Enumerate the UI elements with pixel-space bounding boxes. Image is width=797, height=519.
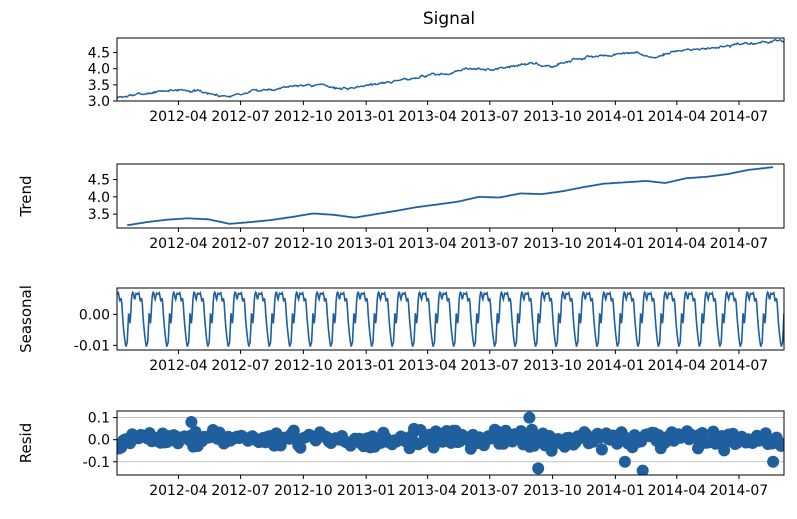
resid-point bbox=[767, 455, 780, 468]
resid-point bbox=[595, 443, 608, 456]
x-tick-label: 2012-07 bbox=[211, 236, 270, 252]
resid-point bbox=[696, 427, 709, 439]
axes-frame bbox=[116, 287, 785, 351]
y-axis-label: Seasonal bbox=[17, 285, 35, 353]
x-tick-label: 2014-07 bbox=[710, 109, 769, 125]
resid-point bbox=[618, 455, 631, 468]
x-tick-label: 2014-01 bbox=[586, 483, 645, 499]
seasonal-series-line bbox=[117, 290, 784, 347]
x-tick-label: 2014-07 bbox=[710, 483, 769, 499]
x-tick-label: 2014-01 bbox=[586, 358, 645, 374]
y-tick-label: 3.5 bbox=[88, 78, 110, 94]
x-tick-label: 2012-04 bbox=[149, 109, 208, 125]
y-axis-label: Resid bbox=[17, 423, 35, 463]
x-tick-label: 2014-07 bbox=[710, 358, 769, 374]
x-tick-label: 2013-10 bbox=[523, 236, 582, 252]
x-tick-label: 2014-04 bbox=[648, 236, 707, 252]
resid-point bbox=[636, 464, 649, 475]
x-tick-label: 2013-01 bbox=[337, 358, 396, 374]
axes-frame bbox=[116, 163, 785, 229]
resid-point bbox=[294, 441, 307, 454]
x-tick-label: 2014-04 bbox=[648, 483, 707, 499]
x-tick-label: 2013-07 bbox=[461, 109, 520, 125]
x-tick-label: 2013-07 bbox=[461, 483, 520, 499]
axes-frame bbox=[116, 37, 785, 102]
x-tick-label: 2012-10 bbox=[274, 109, 333, 125]
x-tick-label: 2012-10 bbox=[274, 236, 333, 252]
trend-series-line bbox=[127, 166, 774, 227]
x-tick-label: 2013-10 bbox=[523, 483, 582, 499]
panel-signal: 3.03.54.04.5 2012-04 2012-07 2012-10 2013-01… bbox=[88, 37, 785, 125]
axes-frame bbox=[116, 410, 785, 476]
x-tick-label: 2013-04 bbox=[398, 109, 457, 125]
x-tick-label: 2014-01 bbox=[586, 236, 645, 252]
chart-title: Signal bbox=[423, 9, 475, 29]
x-tick-label: 2014-04 bbox=[648, 358, 707, 374]
x-tick-label: 2013-01 bbox=[337, 483, 396, 499]
x-tick-label: 2013-07 bbox=[461, 236, 520, 252]
y-tick-label: 0.00 bbox=[79, 307, 110, 323]
plot-area bbox=[117, 38, 784, 99]
x-tick-label: 2012-04 bbox=[149, 236, 208, 252]
resid-point bbox=[775, 439, 784, 452]
x-tick-label: 2013-04 bbox=[398, 483, 457, 499]
x-tick-label: 2012-07 bbox=[211, 358, 270, 374]
y-tick-label: -0.1 bbox=[83, 455, 110, 471]
x-tick-label: 2012-07 bbox=[211, 483, 270, 499]
y-tick-label: -0.01 bbox=[74, 338, 110, 354]
y-tick-label: 3.0 bbox=[88, 94, 110, 110]
resid-point bbox=[523, 411, 536, 424]
y-tick-label: 4.5 bbox=[88, 46, 110, 62]
resid-point bbox=[532, 462, 545, 475]
plot-area bbox=[127, 166, 774, 227]
x-tick-label: 2014-01 bbox=[586, 109, 645, 125]
x-tick-label: 2013-07 bbox=[461, 358, 520, 374]
x-tick-label: 2012-04 bbox=[149, 358, 208, 374]
y-tick-label: 4.0 bbox=[88, 62, 110, 78]
resid-point bbox=[185, 416, 198, 428]
x-tick-label: 2014-04 bbox=[648, 109, 707, 125]
x-tick-label: 2013-01 bbox=[337, 109, 396, 125]
y-tick-label: 4.0 bbox=[88, 190, 110, 206]
signal-series-line bbox=[117, 38, 784, 99]
y-axis-label: Trend bbox=[17, 175, 35, 217]
plot-area bbox=[117, 290, 784, 347]
x-tick-label: 2013-10 bbox=[523, 109, 582, 125]
x-tick-label: 2013-04 bbox=[398, 358, 457, 374]
x-tick-label: 2012-10 bbox=[274, 483, 333, 499]
y-tick-label: 0.1 bbox=[88, 411, 110, 427]
y-tick-label: 3.5 bbox=[88, 207, 110, 223]
y-tick-label: 0.0 bbox=[88, 433, 110, 449]
x-tick-label: 2013-10 bbox=[523, 358, 582, 374]
x-tick-label: 2014-07 bbox=[710, 236, 769, 252]
plot-area bbox=[117, 411, 784, 475]
x-tick-label: 2012-07 bbox=[211, 109, 270, 125]
x-tick-label: 2013-04 bbox=[398, 236, 457, 252]
x-tick-label: 2012-10 bbox=[274, 358, 333, 374]
resid-point bbox=[427, 441, 440, 454]
x-tick-label: 2012-04 bbox=[149, 483, 208, 499]
y-tick-label: 4.5 bbox=[88, 173, 110, 189]
x-tick-label: 2013-01 bbox=[337, 236, 396, 252]
